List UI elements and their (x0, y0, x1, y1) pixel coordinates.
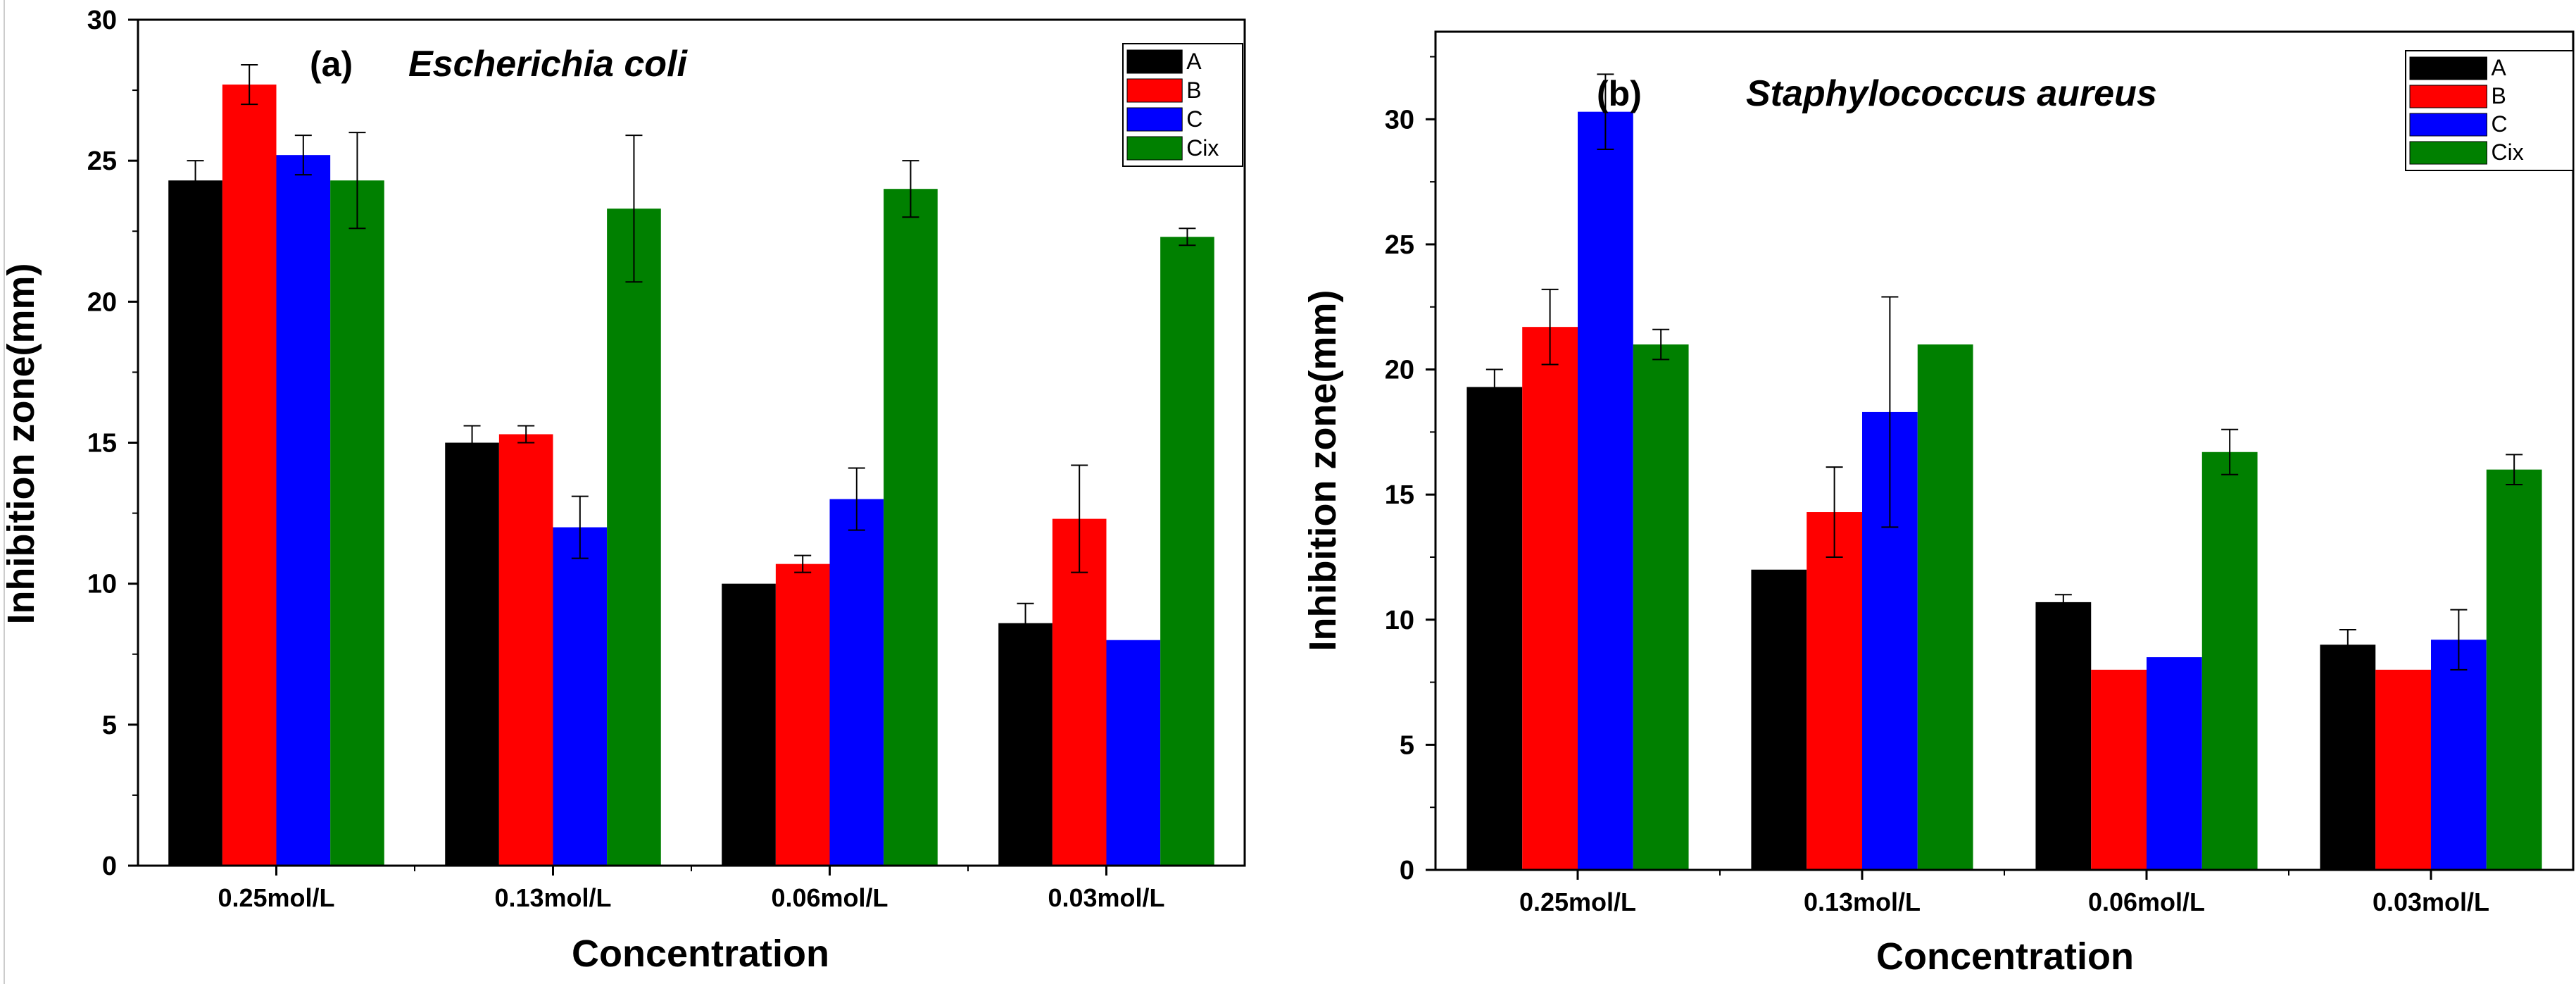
x-tick-label: 0.06mol/L (771, 883, 888, 912)
legend-label: B (2491, 83, 2506, 108)
bar (884, 189, 938, 866)
bar (829, 499, 884, 866)
bar (998, 623, 1053, 866)
bar (330, 180, 384, 866)
y-tick-label: 5 (1400, 730, 1414, 760)
bar (445, 442, 499, 866)
plot-frame (1434, 30, 2575, 871)
chart-panel-b: 0.25mol/L 0.13mol/L 0.06mol/L 0.03mol/L 0 5 10… (1302, 30, 2575, 978)
chart-panel-a: 0.25mol/L 0.13mol/L 0.06mol/L 0.03mol/L 0 5 10… (0, 6, 1246, 975)
bar (168, 180, 222, 866)
bar (1917, 344, 1973, 870)
legend: ABC Cix (1122, 43, 1243, 167)
y-tick-label: 20 (1385, 356, 1414, 385)
x-axis-label: Concentration (1876, 935, 2134, 978)
bar (498, 434, 553, 866)
legend-swatch (2409, 85, 2487, 108)
legend-swatch (1126, 78, 1183, 103)
x-tick-label: 0.06mol/L (2088, 888, 2205, 916)
legend-swatch (2409, 141, 2487, 165)
x-axis-label: Concentration (572, 933, 829, 975)
bar (276, 155, 331, 866)
y-tick-label: 30 (87, 6, 117, 35)
chart-title: Escherichia coli (408, 44, 689, 85)
bar (1522, 327, 1578, 870)
bar (1160, 237, 1214, 866)
legend-label: A (2491, 55, 2506, 80)
bar (222, 85, 277, 866)
bar (1633, 344, 1689, 870)
legend-swatch (1126, 49, 1183, 74)
y-tick-label: 25 (1385, 230, 1414, 260)
chart-title: Staphylococcus aureus (1746, 73, 2157, 114)
bar (1466, 387, 1523, 870)
bar (2320, 644, 2376, 870)
y-tick-label: 5 (102, 711, 117, 740)
bar (1578, 111, 1633, 871)
x-tick-label: 0.03mol/L (1048, 883, 1164, 912)
y-tick-label: 10 (87, 570, 117, 599)
y-tick-label: 25 (87, 147, 117, 176)
y-tick-label: 0 (102, 852, 117, 881)
legend-label: C (2491, 111, 2507, 137)
bar (2147, 657, 2202, 870)
bar (2035, 602, 2092, 870)
y-tick-label: 15 (87, 429, 117, 459)
panel-label: (b) (1597, 74, 1642, 113)
bar (2091, 669, 2147, 870)
bar (2375, 669, 2431, 870)
legend-swatch (1126, 107, 1183, 132)
bar (1751, 569, 1807, 870)
x-tick-label: 0.13mol/L (494, 883, 611, 912)
bar (2486, 469, 2542, 870)
y-axis-label: Inhibition zone(mm) (1302, 290, 1344, 652)
y-tick-label: 20 (87, 287, 117, 317)
x-tick-label: 0.25mol/L (1519, 888, 1636, 916)
y-tick-label: 10 (1385, 606, 1414, 635)
x-tick-label: 0.03mol/L (2373, 888, 2489, 916)
panel-label: (a) (310, 44, 353, 84)
bar (1052, 518, 1107, 866)
bar (607, 208, 661, 866)
bar (1807, 512, 1862, 870)
y-tick-label: 0 (1400, 856, 1414, 885)
y-tick-label: 15 (1385, 480, 1414, 510)
bar (1106, 640, 1161, 866)
y-tick-label: 30 (1385, 105, 1414, 135)
legend-swatch (2409, 113, 2487, 137)
legend-label: Cix (1186, 135, 1219, 161)
x-tick-label: 0.13mol/L (1804, 888, 1921, 916)
legend-swatch (2409, 56, 2487, 80)
legend-label: A (1186, 49, 1202, 74)
x-tick-label: 0.25mol/L (218, 883, 334, 912)
bar (775, 563, 830, 866)
legend-label: B (1186, 77, 1201, 103)
bar (2431, 640, 2487, 870)
y-axis-label: Inhibition zone(mm) (0, 263, 42, 625)
legend-label: Cix (2491, 139, 2523, 165)
bar (553, 527, 608, 866)
legend-swatch (1126, 136, 1183, 161)
bar (2201, 451, 2258, 870)
bar (722, 583, 776, 866)
legend-label: C (1186, 106, 1202, 132)
